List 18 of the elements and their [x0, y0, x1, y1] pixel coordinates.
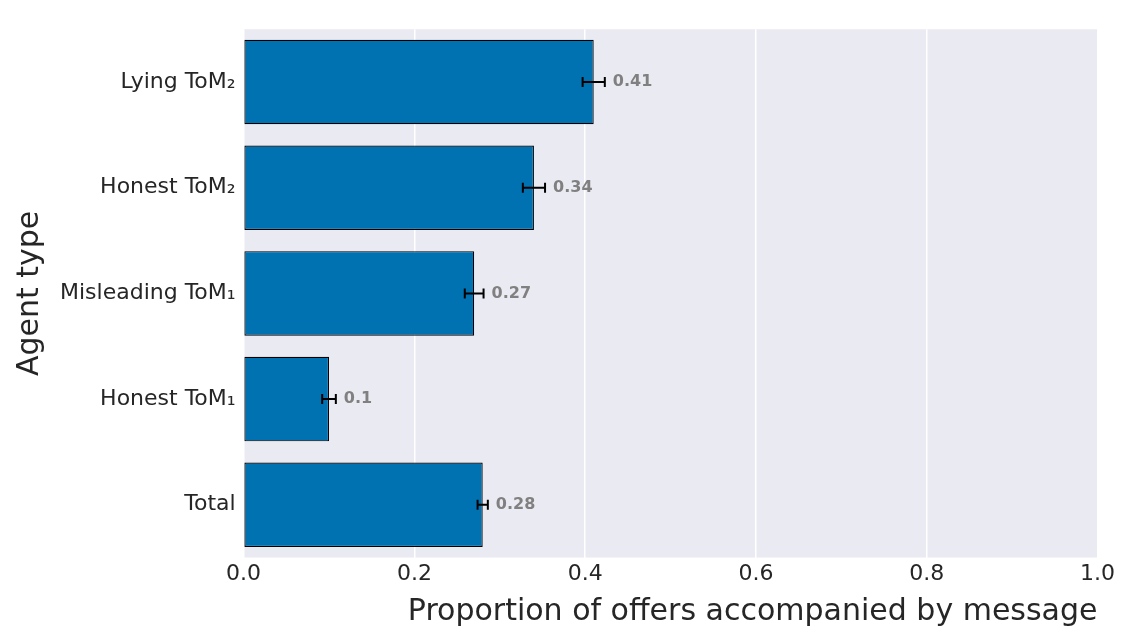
data-label: 0.41	[612, 71, 653, 91]
x-tick-label: 0.2	[396, 559, 432, 585]
y-tick-label: Honest ToM₂	[100, 173, 236, 199]
data-label: 0.28	[495, 493, 536, 513]
y-tick-label: Misleading ToM₁	[60, 279, 236, 305]
x-axis-title: Proportion of offers accompanied by message	[407, 591, 1098, 627]
data-label: 0.27	[491, 282, 532, 302]
y-tick-label: Lying ToM₂	[120, 67, 236, 93]
x-tick-label: 0.8	[909, 559, 945, 585]
x-tick-label: 0.4	[567, 559, 603, 585]
data-label: 0.1	[343, 388, 373, 408]
y-axis-title: Agent type	[9, 210, 45, 377]
x-tick-label: 1.0	[1080, 559, 1116, 585]
y-tick-label: Total	[183, 490, 236, 516]
data-label: 0.34	[553, 176, 593, 196]
y-tick-label: Honest ToM₁	[100, 384, 236, 410]
x-tick-label: 0.0	[226, 559, 262, 585]
x-tick-label: 0.6	[738, 559, 774, 585]
